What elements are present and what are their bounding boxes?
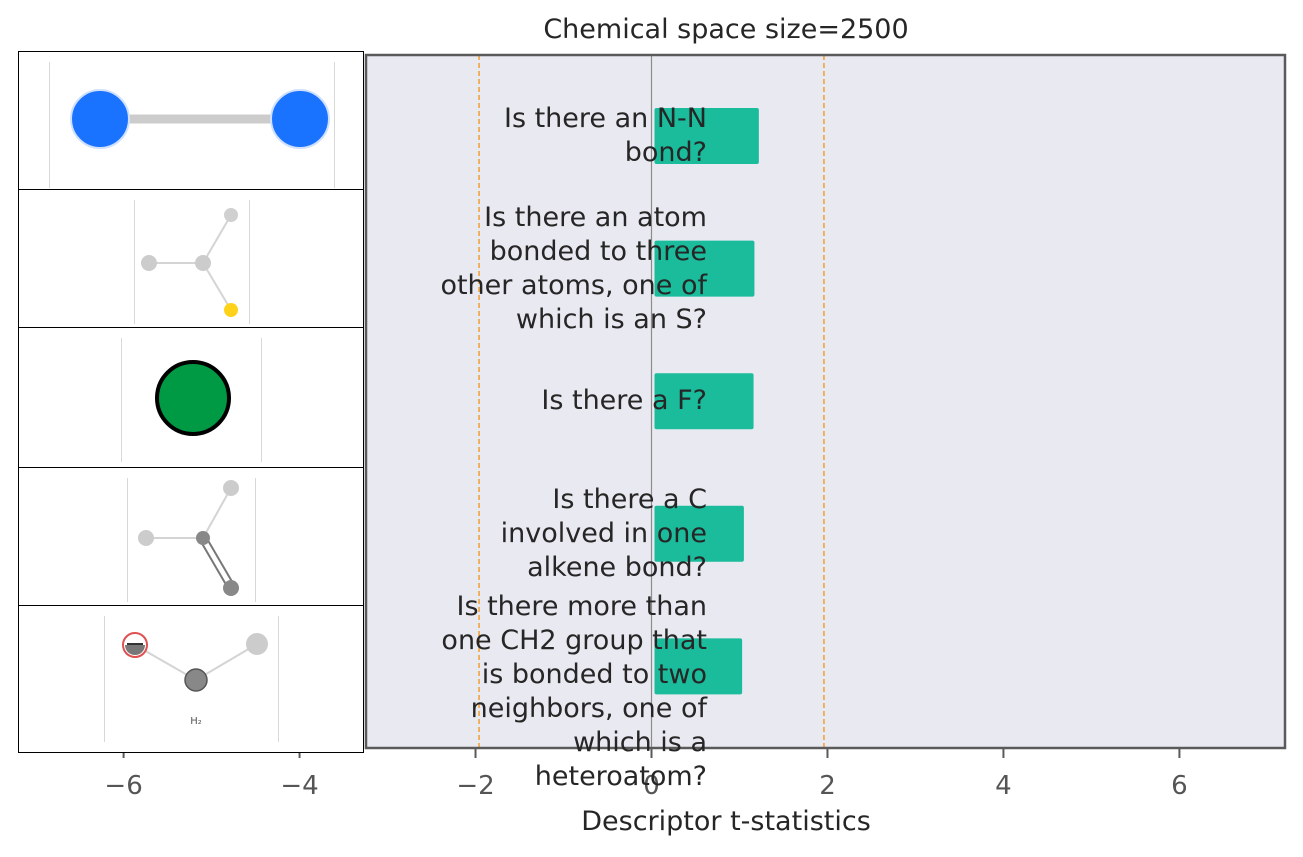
- x-tick-label: −2: [456, 771, 494, 801]
- plot-frame: [364, 53, 1287, 750]
- bar: [654, 108, 759, 164]
- bar: [654, 638, 743, 695]
- x-tick-label: −6: [104, 771, 142, 801]
- category-label: Is there a F?: [541, 385, 707, 417]
- nn-bond-molecule-icon: [70, 89, 330, 149]
- chart-title: Chemical space size=2500: [543, 14, 909, 45]
- bar: [654, 505, 744, 562]
- alkene-molecule-icon: [138, 480, 239, 596]
- bar: [654, 240, 755, 297]
- fluorine-atom-icon: [155, 360, 231, 436]
- fragment-panel-sulfur-atom: [18, 189, 364, 328]
- x-tick-label: 4: [995, 771, 1012, 801]
- x-tick-label: 6: [1171, 771, 1188, 801]
- fragment-panel-nn-bond: [18, 51, 364, 190]
- category-label: Is there an atom bonded to three other a…: [440, 201, 707, 335]
- svg-text:H₂: H₂: [190, 716, 202, 727]
- category-label: Is there an N-N bond?: [503, 103, 707, 168]
- sulfur-branch-molecule-icon: [141, 208, 238, 317]
- x-tick-label: 2: [819, 771, 836, 801]
- plot-background: [366, 55, 1285, 748]
- category-label: Is there more than one CH2 group that is…: [441, 591, 707, 793]
- bar: [654, 373, 754, 430]
- x-tick-label: 0: [643, 771, 660, 801]
- ch2-heteroatom-molecule-icon: H₂: [122, 632, 268, 727]
- fragment-panel-fluorine: [18, 327, 364, 468]
- fragment-panel-ch2-heteroatom: H₂: [18, 605, 364, 753]
- fragment-panel-alkene: [18, 467, 364, 606]
- category-label: Is there a C involved in one alkene bond…: [500, 483, 707, 583]
- x-axis-label: Descriptor t-statistics: [581, 806, 871, 837]
- x-tick-label: −4: [280, 771, 318, 801]
